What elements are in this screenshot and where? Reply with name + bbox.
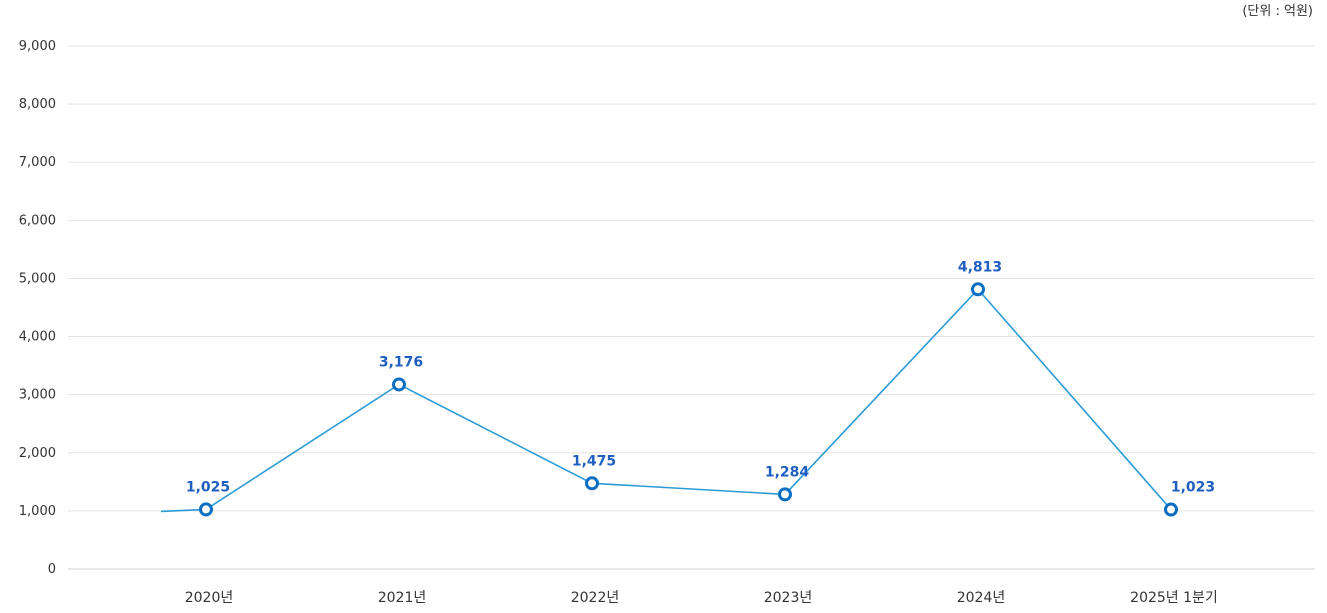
data-label: 1,023 [1171, 480, 1215, 496]
x-tick-label: 2025년 1분기 [1130, 590, 1218, 606]
data-label: 1,025 [186, 479, 230, 495]
x-tick-label: 2021년 [378, 590, 427, 606]
data-label: 1,475 [572, 453, 616, 469]
data-label: 4,813 [958, 259, 1002, 275]
data-point [971, 282, 985, 297]
y-tick-label: 4,000 [19, 330, 56, 345]
series-line [160, 288, 1172, 513]
unit-label: (단위 : 억원) [1242, 4, 1313, 19]
data-label: 1,284 [765, 464, 810, 480]
y-tick-label: 8,000 [19, 97, 56, 112]
data-point [199, 502, 213, 517]
data-point [585, 476, 599, 491]
data-point [1164, 502, 1178, 517]
x-tick-label: 2022년 [571, 590, 620, 606]
y-tick-label: 9,000 [19, 39, 56, 54]
x-tick-label: 2020년 [185, 590, 234, 606]
y-tick-label: 7,000 [19, 155, 56, 170]
y-tick-label: 5,000 [19, 271, 56, 286]
y-tick-label: 0 [48, 562, 56, 577]
y-tick-label: 3,000 [19, 388, 56, 403]
y-tick-label: 1,000 [19, 504, 56, 519]
x-tick-label: 2023년 [764, 590, 813, 606]
y-tick-label: 6,000 [19, 213, 56, 228]
y-tick-label: 2,000 [19, 446, 56, 461]
x-tick-label: 2024년 [957, 590, 1006, 606]
data-point [392, 377, 406, 392]
data-point [778, 487, 792, 502]
data-label: 3,176 [379, 354, 423, 370]
